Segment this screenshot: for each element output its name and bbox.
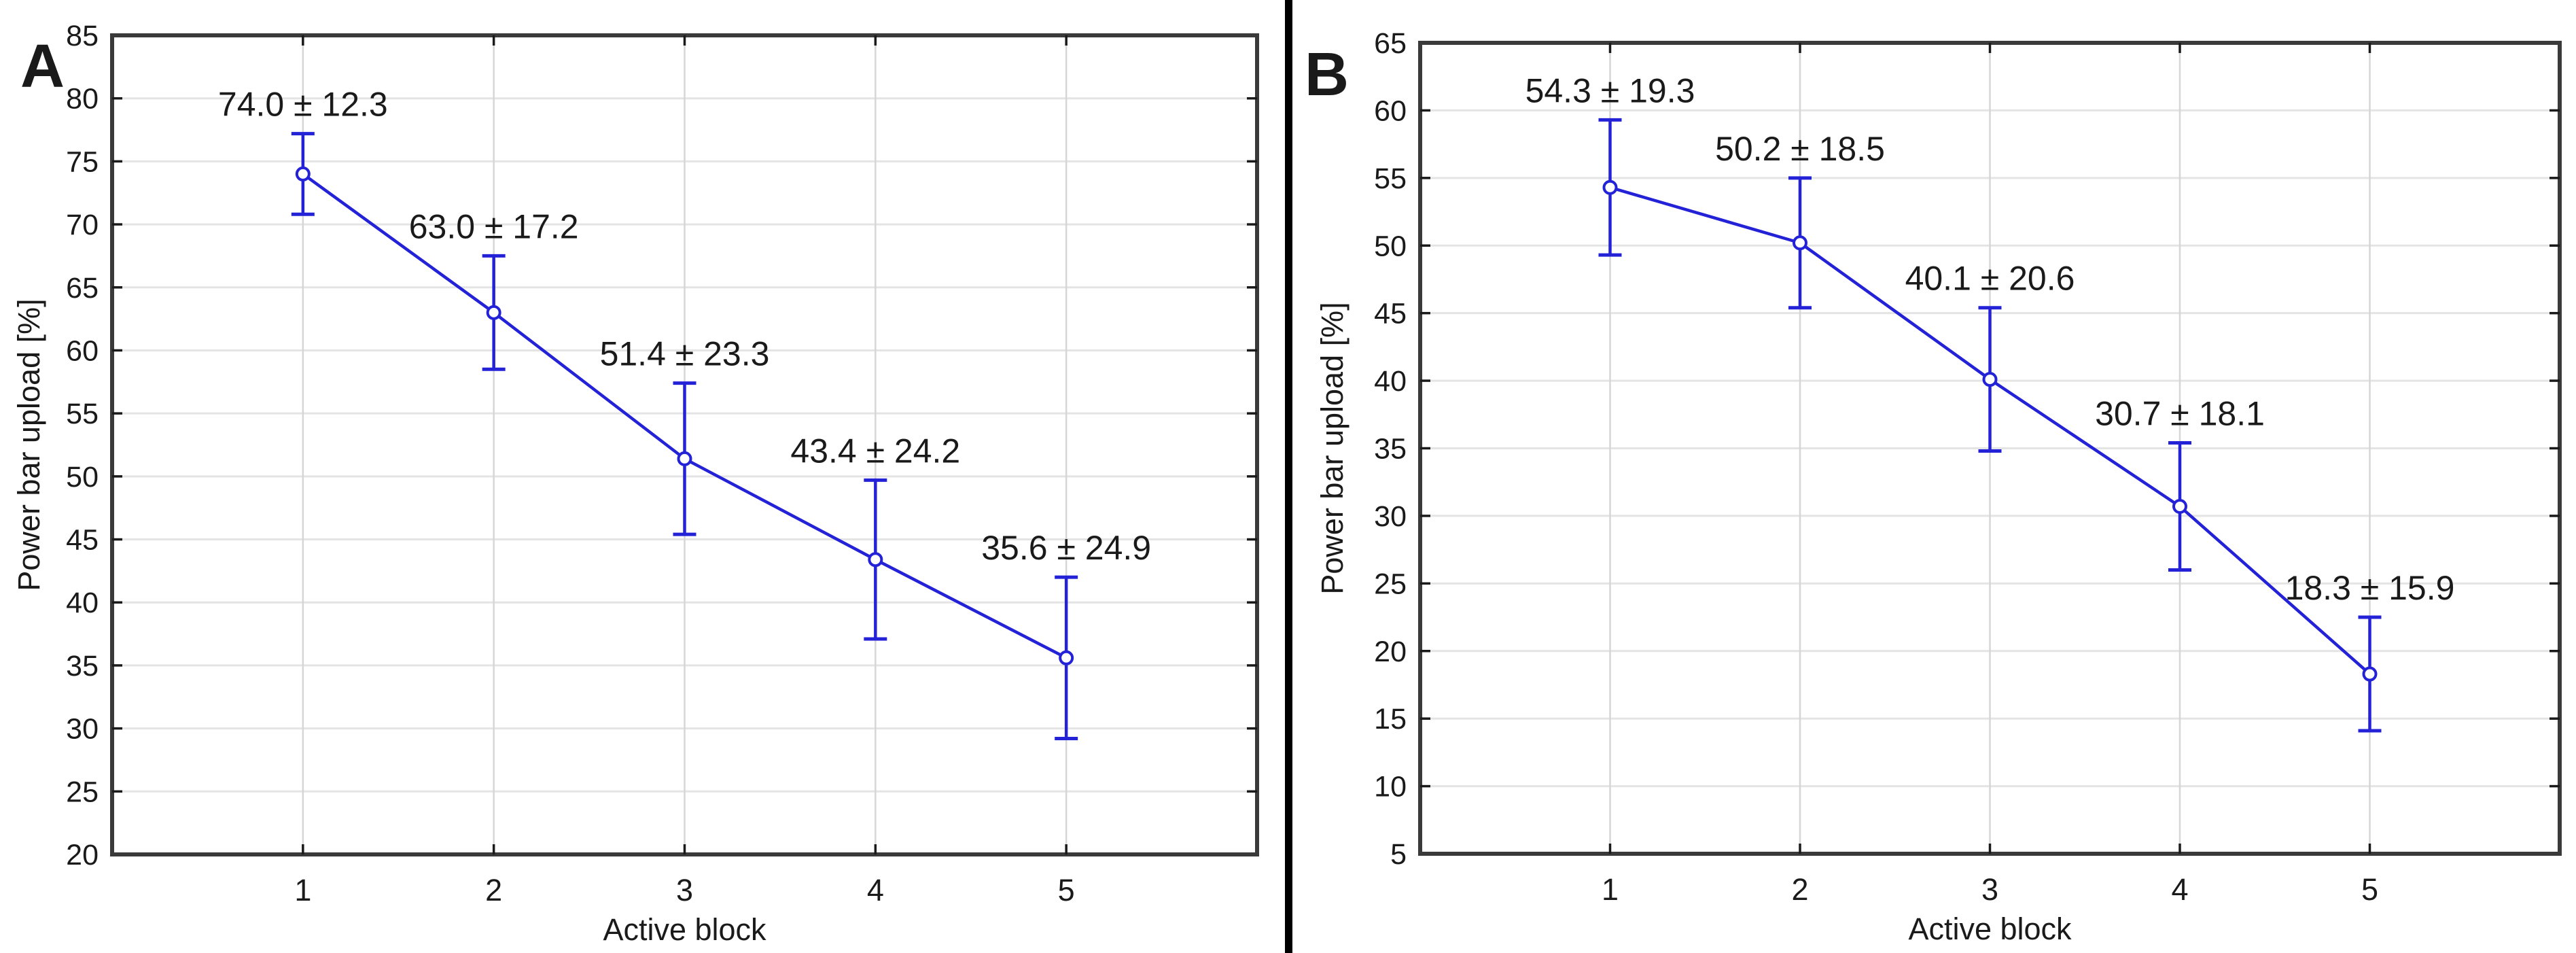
data-point-marker — [1602, 179, 1618, 195]
data-point-label: 51.4 ± 23.3 — [600, 335, 770, 373]
data-point-label: 63.0 ± 17.2 — [409, 207, 579, 245]
y-tick-label: 35 — [66, 650, 99, 682]
data-point-label: 54.3 ± 19.3 — [1525, 71, 1695, 109]
data-point-marker — [868, 552, 883, 568]
data-point-marker — [1793, 235, 1807, 251]
x-tick-label: 1 — [1602, 872, 1619, 907]
data-point-label: 43.4 ± 24.2 — [790, 432, 960, 470]
y-tick-label: 30 — [66, 713, 99, 746]
y-tick-label: 15 — [1374, 703, 1407, 735]
markers — [1602, 179, 2378, 682]
tick-marks — [112, 35, 1257, 854]
y-tick-label: 10 — [1374, 771, 1407, 803]
data-point-marker — [2362, 666, 2378, 682]
data-point-label: 35.6 ± 24.9 — [981, 529, 1151, 567]
data-point-label: 50.2 ± 18.5 — [1715, 130, 1885, 168]
y-tick-label: 25 — [66, 776, 99, 808]
x-tick-label: 2 — [485, 873, 502, 907]
data-point-marker — [677, 451, 692, 466]
y-tick-label: 45 — [1374, 298, 1407, 330]
x-tick-label: 1 — [294, 873, 311, 907]
y-tick-label: 60 — [1374, 94, 1407, 127]
axis-title-x: Active block — [603, 912, 766, 947]
data-point-label: 18.3 ± 15.9 — [2285, 569, 2455, 607]
y-tick-label: 50 — [1374, 230, 1407, 262]
x-tick-label: 5 — [2361, 872, 2378, 907]
markers — [295, 166, 1074, 665]
axis-title-y: Power bar upload [%] — [12, 298, 46, 591]
y-tick-label: 65 — [1374, 27, 1407, 60]
y-tick-label: 85 — [66, 20, 99, 52]
y-tick-label: 35 — [1374, 433, 1407, 466]
data-point-label: 40.1 ± 20.6 — [1905, 260, 2075, 298]
data-point-marker — [1059, 650, 1074, 665]
y-tick-label: 20 — [66, 839, 99, 871]
x-tick-label: 4 — [867, 873, 884, 907]
panel-letter: A — [20, 33, 65, 101]
y-tick-label: 5 — [1390, 838, 1407, 871]
panel-letter: B — [1305, 41, 1349, 109]
y-tick-label: 50 — [66, 461, 99, 493]
data-point-marker — [2172, 498, 2187, 514]
y-tick-label: 60 — [66, 334, 99, 367]
tick-marks — [1420, 43, 2560, 854]
y-tick-label: 30 — [1374, 500, 1407, 533]
panel-divider — [1285, 0, 1292, 953]
data-point-marker — [295, 166, 311, 181]
data-point-label: 30.7 ± 18.1 — [2095, 395, 2265, 433]
axis-title-y: Power bar upload [%] — [1315, 302, 1349, 594]
y-tick-label: 55 — [66, 398, 99, 430]
x-tick-label: 2 — [1791, 872, 1808, 907]
data-point-marker — [486, 305, 501, 320]
y-tick-label: 20 — [1374, 636, 1407, 668]
y-tick-label: 40 — [1374, 365, 1407, 398]
axis-title-x: Active block — [1908, 912, 2072, 946]
x-tick-label: 3 — [1981, 872, 1998, 907]
data-point-label: 74.0 ± 12.3 — [218, 86, 388, 124]
data-point-marker — [1982, 372, 1998, 387]
y-tick-label: 55 — [1374, 162, 1407, 195]
y-tick-label: 40 — [66, 587, 99, 619]
y-tick-label: 25 — [1374, 568, 1407, 600]
y-tick-label: 70 — [66, 209, 99, 241]
y-tick-label: 65 — [66, 272, 99, 305]
y-tick-label: 80 — [66, 83, 99, 116]
y-tick-label: 75 — [66, 145, 99, 178]
x-tick-label: 3 — [676, 873, 693, 907]
y-tick-label: 45 — [66, 524, 99, 557]
x-tick-label: 5 — [1058, 873, 1075, 907]
x-tick-label: 4 — [2171, 872, 2188, 907]
